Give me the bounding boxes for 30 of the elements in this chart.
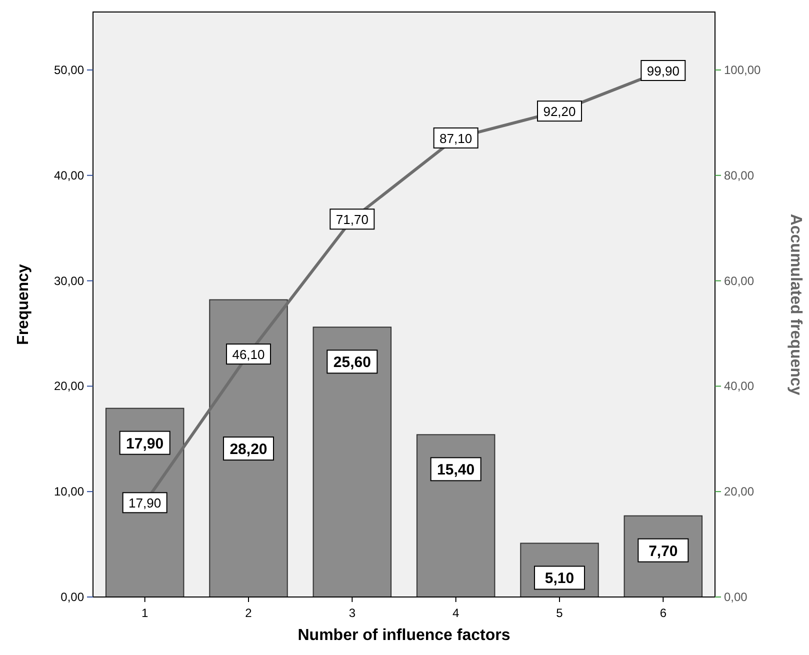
y2-tick-label: 0,00 (724, 590, 748, 604)
y2-axis-title: Accumulated frequency (787, 214, 804, 396)
y2-tick-label: 80,00 (724, 168, 754, 182)
y2-tick-label: 20,00 (724, 484, 754, 499)
y-tick-label: 10,00 (54, 484, 84, 499)
data-label: 15,40 (437, 462, 475, 479)
x-tick-label: 1 (141, 606, 148, 620)
data-label: 28,20 (230, 441, 268, 458)
data-label: 17,90 (126, 435, 164, 452)
x-tick-label: 6 (660, 606, 667, 620)
x-tick-label: 3 (348, 606, 356, 620)
x-tick-label: 4 (452, 606, 460, 620)
y-tick-label: 0,00 (60, 590, 84, 604)
data-label: 17,90 (128, 496, 162, 511)
data-label: 25,60 (333, 354, 371, 372)
data-label: 7,70 (648, 542, 678, 560)
data-label: 5,10 (544, 570, 574, 588)
bar (312, 326, 392, 598)
x-tick-label: 2 (245, 606, 252, 620)
x-tick-label: 5 (556, 606, 564, 620)
y-tick-label: 50,00 (54, 62, 84, 77)
y-tick-label: 40,00 (54, 168, 84, 182)
bar (416, 434, 496, 598)
x-axis-title: Number of influence factors (298, 627, 510, 644)
y-axis-title: Frequency (15, 264, 32, 345)
y2-tick-label: 100,00 (724, 62, 762, 77)
y-tick-label: 30,00 (54, 274, 84, 288)
y2-tick-label: 40,00 (724, 379, 754, 394)
y2-tick-label: 60,00 (724, 274, 754, 288)
y-tick-label: 20,00 (54, 379, 84, 394)
